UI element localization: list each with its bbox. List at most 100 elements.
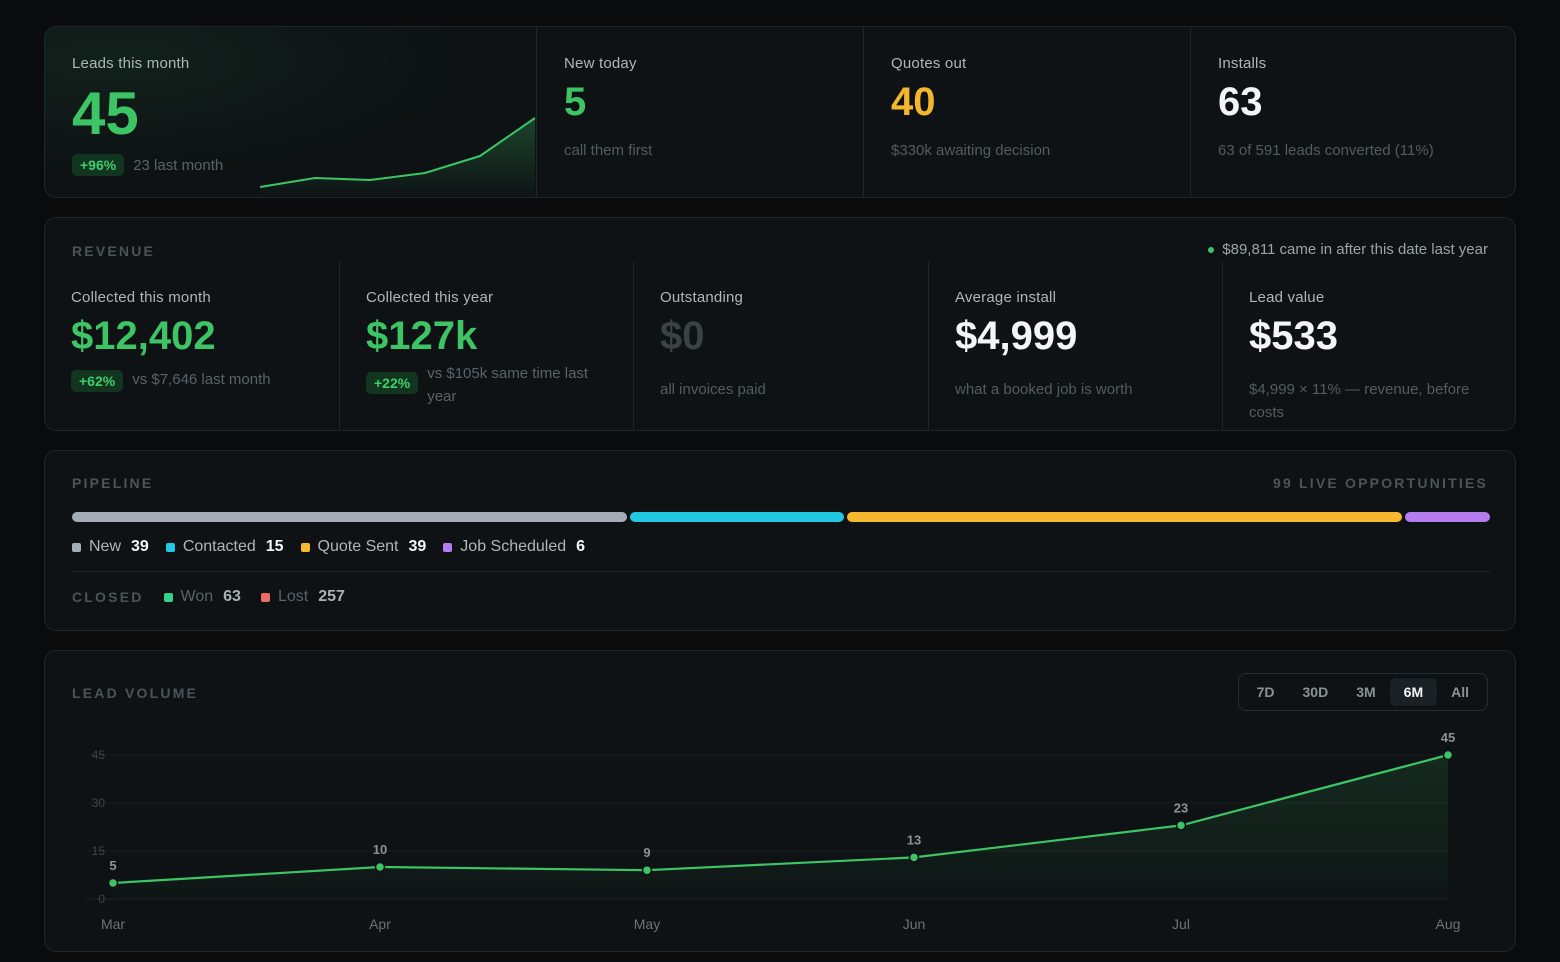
leads-delta-row: +96% 23 last month xyxy=(72,154,509,176)
legend-item-new[interactable]: New 39 xyxy=(72,538,149,556)
revenue-note: $89,811 came in after this date last yea… xyxy=(1208,241,1488,258)
rev-delta-text: vs $7,646 last month xyxy=(132,371,271,388)
top-stats-card: Leads this month 45 +96% 23 last month N… xyxy=(44,26,1516,198)
range-tab-7d[interactable]: 7D xyxy=(1256,684,1275,700)
rev-delta-text: vs $105k same time last year xyxy=(427,365,589,405)
quotes-sub: $330k awaiting decision xyxy=(891,142,1051,159)
legend-label: Contacted xyxy=(182,538,256,555)
job-scheduled-swatch-icon xyxy=(443,542,453,552)
contacted-swatch-icon xyxy=(165,542,175,552)
average-install-stat[interactable]: Average install $4,999 what a booked job… xyxy=(928,262,1222,430)
range-tab-30d[interactable]: 30D xyxy=(1302,684,1329,700)
x-tick-label: Aug xyxy=(1436,916,1461,932)
rev-delta-badge: +22% xyxy=(366,372,419,394)
y-tick-label: 45 xyxy=(92,748,106,762)
data-point xyxy=(374,861,386,873)
lost-swatch-icon xyxy=(260,592,270,602)
collected-this-year-stat[interactable]: Collected this year $127k +22% vs $105k … xyxy=(339,262,633,430)
legend-count: 6 xyxy=(576,538,586,555)
legend-label: Quote Sent xyxy=(317,538,399,555)
quote-sent-swatch-icon xyxy=(300,542,310,552)
data-point xyxy=(908,852,920,863)
chart-points: 5 10 9 13 23 45 xyxy=(107,730,1455,889)
pipeline-legend: New 39 Contacted 15 Quote Sent 39 Job Sc… xyxy=(72,538,585,556)
y-tick-label: 30 xyxy=(92,796,106,810)
rev-label: Collected this year xyxy=(366,289,494,306)
lead-value-stat[interactable]: Lead value $533 $4,999 × 11% — revenue, … xyxy=(1222,262,1515,430)
leads-label: Leads this month xyxy=(72,55,190,72)
quotes-out-stat[interactable]: Quotes out 40 $330k awaiting decision xyxy=(863,27,1190,197)
rev-label: Average install xyxy=(955,289,1057,306)
revenue-note-text: $89,811 came in after this date last yea… xyxy=(1222,241,1488,258)
y-tick-label: 15 xyxy=(92,844,106,858)
pipeline-segment-new[interactable] xyxy=(72,512,628,522)
legend-item-lost[interactable]: Lost 257 xyxy=(260,588,345,606)
rev-value: $0 xyxy=(660,314,705,358)
rev-label: Lead value xyxy=(1249,289,1325,306)
pipeline-segment-quote-sent[interactable] xyxy=(846,512,1402,522)
x-tick-label: May xyxy=(634,916,660,932)
pipeline-segment-job-scheduled[interactable] xyxy=(1404,512,1490,522)
data-point xyxy=(107,877,119,889)
chart-x-axis: Mar Apr May Jun Jul Aug xyxy=(101,916,1461,932)
rev-delta-row: +22% vs $105k same time last year xyxy=(366,362,607,408)
range-tab-3m[interactable]: 3M xyxy=(1356,684,1376,700)
installs-stat[interactable]: Installs 63 63 of 591 leads converted (1… xyxy=(1190,27,1515,197)
closed-row: CLOSED Won 63 Lost 257 xyxy=(72,588,345,606)
collected-this-month-stat[interactable]: Collected this month $12,402 +62% vs $7,… xyxy=(45,262,339,430)
outstanding-stat[interactable]: Outstanding $0 all invoices paid xyxy=(633,262,927,430)
leads-this-month-stat[interactable]: Leads this month 45 +96% 23 last month xyxy=(45,27,536,197)
legend-count: 39 xyxy=(131,538,149,555)
closed-label: CLOSED xyxy=(72,589,144,605)
data-label: 10 xyxy=(373,842,387,857)
rev-delta-badge: +62% xyxy=(71,370,124,392)
pipeline-title: PIPELINE xyxy=(72,475,154,491)
legend-count: 15 xyxy=(265,538,284,555)
rev-label: Outstanding xyxy=(660,289,744,306)
rev-value: $127k xyxy=(366,314,478,358)
revenue-card: REVENUE $89,811 came in after this date … xyxy=(44,217,1516,431)
leads-value: 45 xyxy=(72,80,139,147)
installs-value: 63 xyxy=(1218,80,1263,124)
range-selector: 7D 30D 3M 6M All xyxy=(1237,673,1488,711)
legend-item-quote-sent[interactable]: Quote Sent 39 xyxy=(300,538,427,556)
revenue-title: REVENUE xyxy=(72,243,156,259)
y-tick-label: 0 xyxy=(98,892,105,906)
legend-item-won[interactable]: Won 63 xyxy=(163,588,241,606)
installs-label: Installs xyxy=(1218,55,1267,72)
legend-item-contacted[interactable]: Contacted 15 xyxy=(165,538,284,556)
legend-label: New xyxy=(89,538,122,555)
legend-item-job-scheduled[interactable]: Job Scheduled 6 xyxy=(443,538,585,556)
rev-label: Collected this month xyxy=(71,289,211,306)
rev-value: $533 xyxy=(1249,314,1338,358)
new-today-stat[interactable]: New today 5 call them first xyxy=(536,27,863,197)
won-swatch-icon xyxy=(163,592,173,602)
data-label: 5 xyxy=(109,858,116,873)
rev-sub: all invoices paid xyxy=(660,381,766,398)
rev-sub: what a booked job is worth xyxy=(955,381,1133,398)
legend-count: 63 xyxy=(223,588,241,605)
data-label: 9 xyxy=(643,845,650,860)
x-tick-label: Jun xyxy=(903,916,926,932)
pipeline-segment-contacted[interactable] xyxy=(630,512,844,522)
data-label: 13 xyxy=(907,832,921,847)
rev-value: $12,402 xyxy=(71,314,216,358)
data-label: 45 xyxy=(1441,730,1455,745)
data-point xyxy=(1175,820,1187,831)
legend-label: Won xyxy=(180,588,214,605)
range-tab-6m[interactable]: 6M xyxy=(1389,678,1438,706)
quotes-value: 40 xyxy=(891,80,936,124)
leads-delta-text: 23 last month xyxy=(133,156,224,174)
rev-value: $4,999 xyxy=(955,314,1078,358)
rev-sub: $4,999 × 11% — revenue, before costs xyxy=(1249,381,1470,421)
legend-count: 257 xyxy=(318,588,345,605)
new-today-label: New today xyxy=(564,55,637,72)
live-opportunities-count: 99 LIVE OPPORTUNITIES xyxy=(1272,475,1488,491)
range-tab-all[interactable]: All xyxy=(1451,684,1469,700)
leads-delta-badge: +96% xyxy=(72,154,125,176)
new-today-value: 5 xyxy=(564,80,587,124)
installs-sub: 63 of 591 leads converted (11%) xyxy=(1218,142,1434,159)
new-swatch-icon xyxy=(72,542,81,552)
new-today-sub: call them first xyxy=(564,142,653,159)
legend-count: 39 xyxy=(408,538,427,555)
